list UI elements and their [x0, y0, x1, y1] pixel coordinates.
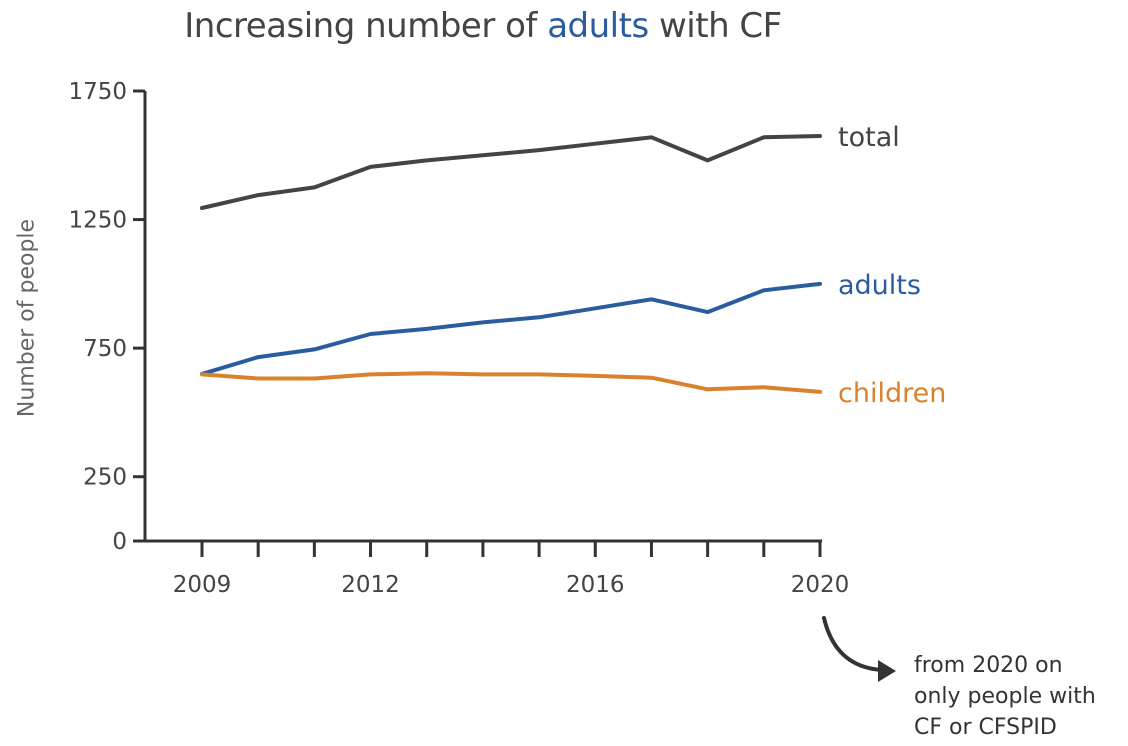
note-line: from 2020 on	[914, 653, 1063, 678]
y-tick-label: 0	[112, 529, 127, 555]
note-arrow	[822, 616, 896, 682]
x-tick-label: 2012	[341, 572, 400, 598]
x-tick-label: 2020	[791, 572, 850, 598]
title-highlight: adults	[547, 6, 649, 46]
note-line: only people with	[914, 684, 1096, 709]
series-lines	[200, 134, 822, 394]
chart-title: Increasing number of adults with CF	[0, 6, 966, 46]
series-line-children	[200, 371, 822, 394]
x-tick-label: 2016	[566, 572, 625, 598]
annotation-note: from 2020 on only people with CF or CFSP…	[914, 650, 1096, 743]
title-prefix: Increasing number of	[184, 6, 548, 46]
series-line-total	[200, 134, 822, 210]
series-label-total: total	[838, 122, 900, 153]
arrow-head	[878, 660, 896, 682]
y-tick-label: 750	[83, 336, 127, 362]
title-suffix: with CF	[648, 6, 782, 46]
series-label-adults: adults	[838, 270, 921, 301]
note-line: CF or CFSPID	[914, 715, 1057, 740]
axes: 0 250 750 1250 1750 2009 2012 2016 2020	[68, 79, 849, 598]
x-tick-label: 2009	[173, 572, 232, 598]
y-tick-label: 1250	[68, 208, 127, 234]
series-labels: total adults children	[838, 122, 946, 409]
series-line-adults	[200, 281, 822, 376]
arrow-curve	[822, 616, 884, 672]
y-tick-label: 1750	[68, 79, 127, 105]
y-tick-label: 250	[83, 465, 127, 491]
series-label-children: children	[838, 378, 946, 409]
